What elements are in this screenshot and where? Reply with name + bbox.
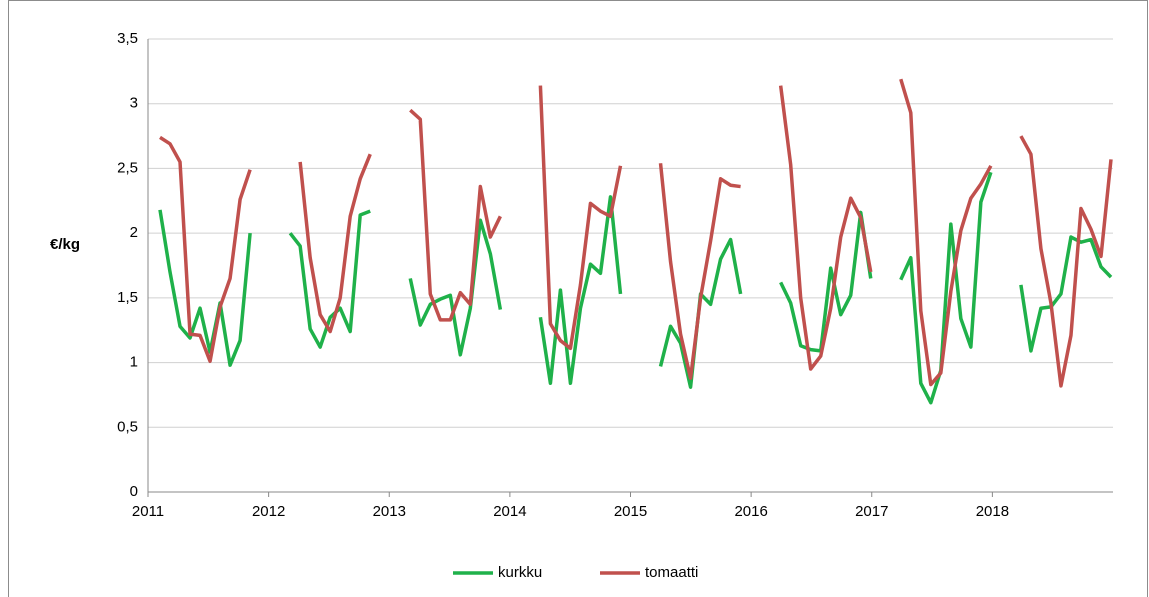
y-tick-label: 1 <box>130 354 138 371</box>
x-tick-label: 2018 <box>976 503 1009 520</box>
legend-label: tomaatti <box>645 564 698 581</box>
x-tick-label: 2016 <box>734 503 767 520</box>
y-tick-label: 0,5 <box>117 418 138 435</box>
series-line <box>159 78 1113 388</box>
y-tick-label: 3,5 <box>117 30 138 47</box>
y-axis-label: €/kg <box>50 236 80 253</box>
y-tick-label: 3 <box>130 95 138 112</box>
x-tick-label: 2014 <box>493 503 526 520</box>
x-tick-label: 2012 <box>252 503 285 520</box>
y-tick-label: 2 <box>130 224 138 241</box>
x-tick-label: 2011 <box>132 503 164 520</box>
chart-frame <box>8 0 1148 597</box>
y-tick-label: 1,5 <box>117 289 138 306</box>
y-tick-label: 2,5 <box>117 159 138 176</box>
x-tick-label: 2017 <box>855 503 888 520</box>
y-tick-label: 0 <box>130 483 138 500</box>
legend-label: kurkku <box>498 564 542 581</box>
x-tick-label: 2015 <box>614 503 647 520</box>
x-tick-label: 2013 <box>373 503 406 520</box>
